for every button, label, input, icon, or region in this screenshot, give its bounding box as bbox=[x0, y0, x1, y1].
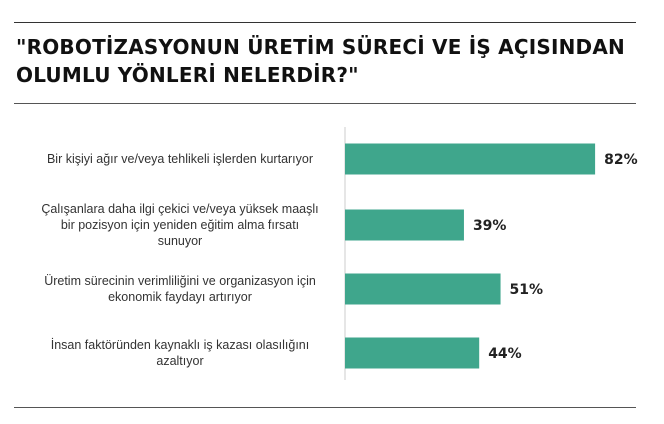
category-label-2: Çalışanlara daha ilgi çekici ve/veya yük… bbox=[41, 202, 318, 248]
value-label-1: 82% bbox=[604, 152, 638, 168]
category-label-3: Üretim sürecinin verimliliğini ve organi… bbox=[44, 274, 316, 304]
chart-title: "ROBOTİZASYONUN ÜRETİM SÜRECİ VE İŞ AÇIS… bbox=[16, 35, 625, 87]
value-label-4: 44% bbox=[488, 346, 522, 362]
bottom-rule bbox=[14, 407, 636, 408]
top-rule bbox=[14, 22, 636, 23]
category-label-1: Bir kişiyi ağır ve/veya tehlikeli işlerd… bbox=[47, 152, 313, 166]
bar-1 bbox=[345, 143, 596, 175]
bar-2 bbox=[345, 209, 464, 241]
value-label-3: 51% bbox=[510, 282, 544, 298]
bar-3 bbox=[345, 273, 501, 305]
title-divider bbox=[14, 103, 636, 104]
value-label-2: 39% bbox=[473, 218, 507, 234]
bar-4 bbox=[345, 337, 480, 369]
category-label-4: İnsan faktöründen kaynaklı iş kazası ola… bbox=[51, 338, 309, 368]
